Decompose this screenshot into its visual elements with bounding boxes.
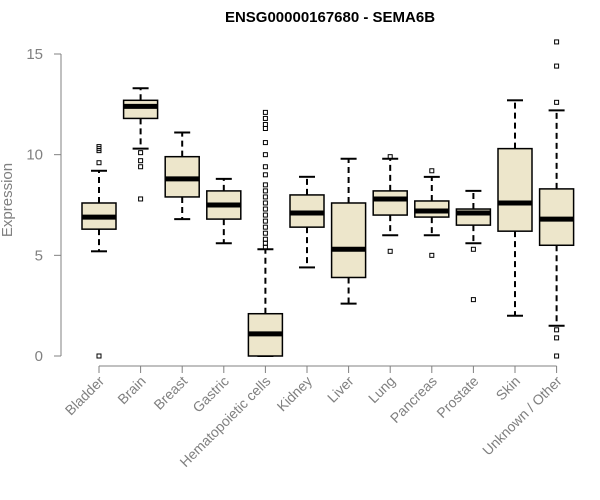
y-axis-title: Expression <box>0 163 16 237</box>
outlier-point <box>554 39 560 45</box>
box-5 <box>247 109 284 357</box>
x-tick-label: Prostate <box>433 373 481 421</box>
y-tick-label: 10 <box>26 147 43 164</box>
outlier-point <box>262 200 268 206</box>
outlier-point <box>262 188 268 194</box>
outlier-point <box>138 164 144 170</box>
outlier-point <box>262 172 268 178</box>
outlier-point <box>262 212 268 218</box>
outlier-point <box>554 99 560 105</box>
outlier-point <box>96 160 102 166</box>
x-tick-label: Brain <box>114 373 148 407</box>
outlier-point <box>262 115 268 121</box>
outlier-point <box>554 353 560 359</box>
y-tick-label: 0 <box>35 348 43 365</box>
outlier-point <box>138 196 144 202</box>
y-axis: 0 5 10 15 <box>26 46 62 365</box>
outlier-point <box>470 246 476 252</box>
box-1 <box>81 144 117 359</box>
x-tick-label: Skin <box>493 373 524 404</box>
box-6 <box>289 175 325 269</box>
box-3 <box>164 131 200 221</box>
box-10 <box>455 189 492 303</box>
outlier-point <box>554 63 560 69</box>
box-8 <box>372 154 408 254</box>
outlier-point <box>429 168 435 174</box>
outlier-point <box>138 150 144 156</box>
x-tick-label: Bladder <box>62 373 108 419</box>
outlier-point <box>262 206 268 212</box>
box <box>372 190 408 216</box>
box <box>122 99 159 120</box>
box <box>497 147 533 232</box>
box-12 <box>538 39 575 359</box>
box <box>330 202 367 279</box>
outlier-point <box>262 121 268 127</box>
outlier-point <box>262 109 268 115</box>
y-tick-label: 5 <box>35 247 43 264</box>
outlier-point <box>429 252 435 258</box>
outlier-point <box>262 194 268 200</box>
outlier-point <box>262 230 268 236</box>
outlier-point <box>262 164 268 170</box>
x-tick-label: Kidney <box>274 373 316 415</box>
box-7 <box>330 157 367 305</box>
outlier-point <box>262 218 268 224</box>
outlier-point <box>262 152 268 158</box>
outlier-point <box>387 248 393 254</box>
x-tick-label: Breast <box>150 373 190 413</box>
box-11 <box>497 99 533 317</box>
box-2 <box>122 87 159 202</box>
outlier-point <box>96 353 102 359</box>
outlier-point <box>554 335 560 341</box>
outlier-point <box>262 240 268 246</box>
x-tick-label: Unknown / Other <box>479 373 565 459</box>
outlier-point <box>262 140 268 146</box>
outlier-point <box>262 125 268 131</box>
box-9 <box>414 168 450 258</box>
outlier-point <box>96 144 102 150</box>
boxplot-series <box>81 39 575 359</box>
chart-title: ENSG00000167680 - SEMA6B <box>225 9 435 26</box>
outlier-point <box>387 154 393 160</box>
outlier-point <box>554 327 560 333</box>
x-tick-label: Lung <box>365 373 398 406</box>
x-tick-label: Liver <box>324 373 357 406</box>
outlier-point <box>138 158 144 164</box>
outlier-point <box>262 236 268 242</box>
outlier-point <box>262 224 268 230</box>
y-tick-label: 15 <box>26 46 43 63</box>
outlier-point <box>470 297 476 303</box>
box-4 <box>206 177 242 245</box>
outlier-point <box>262 182 268 188</box>
